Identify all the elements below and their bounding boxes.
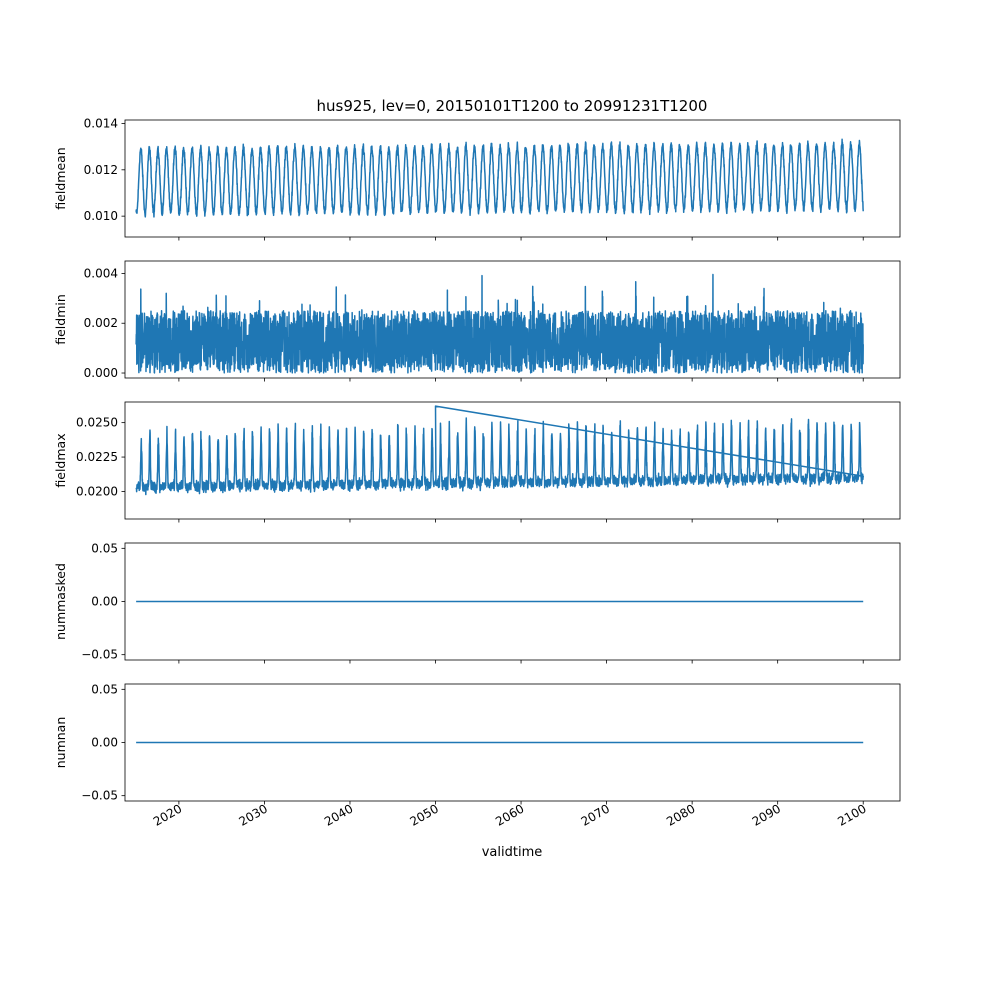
y-tick-label: 0.002 — [84, 316, 118, 330]
subplot-fieldmin: 0.0000.0020.004fieldmin20202030204020502… — [53, 260, 901, 382]
series-line-fieldmin — [135, 273, 864, 374]
y-axis-label: nummasked — [53, 563, 68, 640]
y-tick-label: 0.05 — [91, 541, 118, 555]
y-tick-label: 0.012 — [84, 163, 118, 177]
y-tick-label: 0.0225 — [76, 450, 118, 464]
series-line-fieldmean — [135, 138, 864, 218]
figure-title: hus925, lev=0, 20150101T1200 to 20991231… — [317, 97, 708, 115]
axes-frame — [124, 119, 901, 238]
y-tick-label: 0.010 — [84, 209, 118, 223]
x-axis-label: validtime — [482, 845, 543, 860]
y-axis-label: fieldmin — [53, 294, 68, 345]
y-tick-label: 0.000 — [84, 366, 118, 380]
y-tick-label: −0.05 — [81, 789, 118, 803]
y-tick-label: 0.0200 — [76, 484, 118, 498]
y-tick-label: 0.0250 — [76, 416, 118, 430]
subplot-fieldmax: 0.02000.02250.0250fieldmax20202030204020… — [53, 401, 901, 523]
axes-frame — [124, 260, 901, 379]
y-tick-label: 0.014 — [84, 116, 118, 130]
y-tick-label: −0.05 — [81, 648, 118, 662]
y-tick-label: 0.004 — [84, 266, 118, 280]
subplot-panels: 0.0100.0120.014fieldmean2020203020402050… — [53, 116, 901, 829]
y-axis-label: numnan — [53, 717, 68, 769]
y-tick-label: 0.00 — [91, 595, 118, 609]
y-axis-label: fieldmax — [53, 433, 68, 487]
y-tick-label: 0.00 — [91, 736, 118, 750]
series-line-fieldmax — [135, 405, 864, 496]
subplot-fieldmean: 0.0100.0120.014fieldmean2020203020402050… — [53, 116, 901, 241]
subplot-nummasked: −0.050.000.05nummasked202020302040205020… — [53, 541, 901, 664]
y-tick-label: 0.05 — [91, 682, 118, 696]
y-axis-label: fieldmean — [53, 147, 68, 209]
axes-frame — [124, 401, 901, 520]
